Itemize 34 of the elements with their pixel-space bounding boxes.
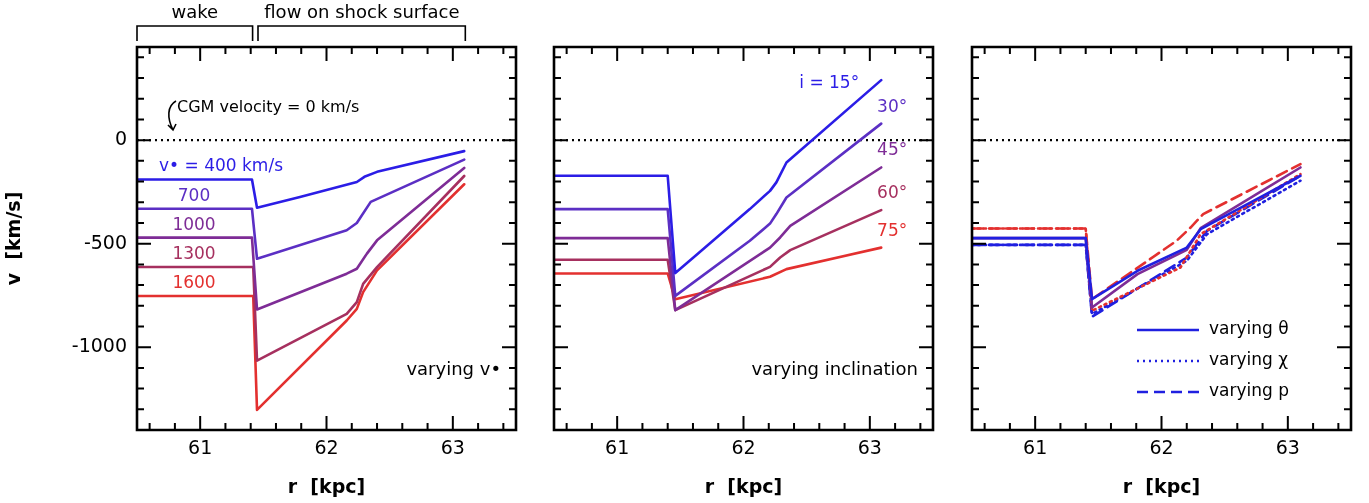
x-axis-title: r [kpc]	[704, 474, 783, 497]
legend-label: varying χ	[1209, 349, 1289, 370]
x-tick-label: 61	[605, 436, 630, 459]
legend-label: varying p	[1209, 380, 1290, 401]
series-label: v• = 400 km/s	[159, 155, 284, 176]
x-tick-label: 62	[731, 436, 756, 459]
series-label: 30°	[877, 95, 908, 116]
x-axis-title: r [kpc]	[1122, 474, 1201, 497]
series-label: 60°	[877, 182, 908, 203]
y-tick-label: -1000	[71, 334, 127, 357]
x-tick-label: 62	[1149, 436, 1174, 459]
x-tick-label: 62	[314, 436, 339, 459]
y-tick-label: 0	[114, 127, 127, 150]
series-label: 1600	[172, 272, 216, 293]
series-label: 700	[177, 184, 211, 205]
series-label: 1000	[172, 213, 216, 234]
series-label: 45°	[877, 139, 908, 160]
x-tick-label: 63	[1275, 436, 1300, 459]
text: flow on shock surface	[264, 1, 460, 22]
x-tick-label: 61	[188, 436, 213, 459]
x-tick-label: 63	[857, 436, 882, 459]
series-label: 1300	[172, 243, 216, 264]
legend-label: CGM velocity = 0 km/s	[177, 97, 360, 117]
x-axis-title: r [kpc]	[287, 474, 366, 497]
series-label: i = 15°	[799, 72, 860, 93]
series-label: 75°	[877, 219, 908, 240]
x-tick-label: 61	[1023, 436, 1048, 459]
text: wake	[171, 1, 219, 22]
y-axis-title: v [km/s]	[2, 191, 25, 286]
annotation: varying v•	[406, 358, 501, 379]
x-tick-label: 63	[440, 436, 465, 459]
y-tick-label: -500	[83, 230, 127, 253]
annotation: varying inclination	[751, 358, 918, 379]
legend-label: varying θ	[1209, 318, 1289, 339]
